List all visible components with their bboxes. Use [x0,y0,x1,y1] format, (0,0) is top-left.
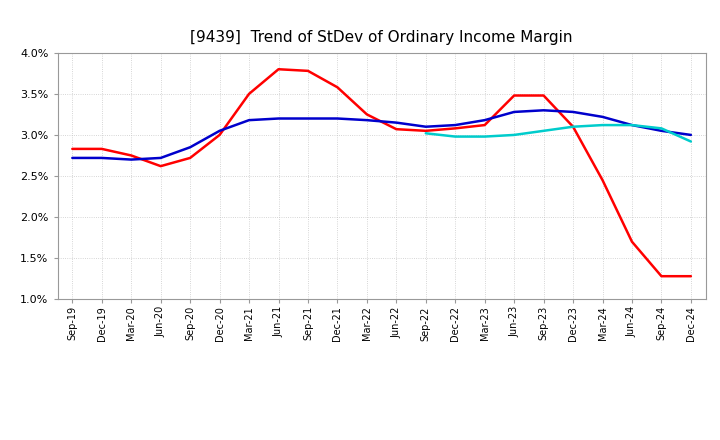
3 Years [628,239,636,244]
5 Years [421,124,430,129]
5 Years [245,117,253,123]
5 Years [97,155,106,161]
3 Years [598,177,607,183]
3 Years [186,155,194,161]
5 Years [333,116,342,121]
3 Years [421,128,430,133]
7 Years [539,128,548,133]
7 Years [569,124,577,129]
3 Years [510,93,518,98]
3 Years [539,93,548,98]
3 Years [392,127,400,132]
3 Years [304,68,312,73]
5 Years [392,120,400,125]
3 Years [97,146,106,151]
Line: 5 Years: 5 Years [72,110,691,160]
3 Years [274,66,283,72]
3 Years [156,164,165,169]
5 Years [186,145,194,150]
5 Years [628,122,636,128]
7 Years [657,126,666,131]
7 Years [628,122,636,128]
5 Years [127,157,135,162]
3 Years [245,91,253,96]
7 Years [687,139,696,144]
5 Years [657,128,666,133]
5 Years [215,128,224,133]
3 Years [687,274,696,279]
Title: [9439]  Trend of StDev of Ordinary Income Margin: [9439] Trend of StDev of Ordinary Income… [190,29,573,45]
7 Years [480,134,489,139]
3 Years [363,112,372,117]
5 Years [274,116,283,121]
Line: 7 Years: 7 Years [426,125,691,142]
7 Years [598,122,607,128]
7 Years [421,131,430,136]
3 Years [451,126,459,131]
5 Years [687,132,696,138]
3 Years [480,122,489,128]
5 Years [598,114,607,120]
3 Years [569,124,577,129]
7 Years [510,132,518,138]
5 Years [68,155,76,161]
3 Years [215,132,224,138]
3 Years [127,153,135,158]
5 Years [569,109,577,114]
5 Years [510,109,518,114]
5 Years [156,155,165,161]
3 Years [333,84,342,90]
5 Years [539,108,548,113]
5 Years [304,116,312,121]
5 Years [480,117,489,123]
5 Years [363,117,372,123]
Line: 3 Years: 3 Years [72,69,691,276]
5 Years [451,122,459,128]
7 Years [451,134,459,139]
3 Years [68,146,76,151]
3 Years [657,274,666,279]
